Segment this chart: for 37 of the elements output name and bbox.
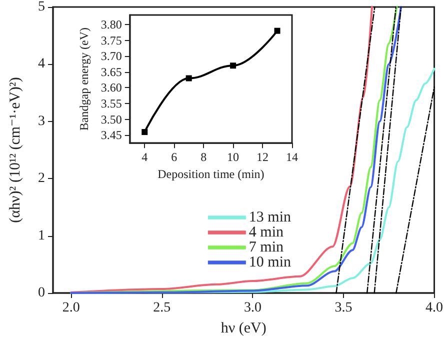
x-tick-label: 2.0 xyxy=(62,300,80,316)
y-tick-label: 5 xyxy=(38,0,45,14)
y-tick-label: 3 xyxy=(38,114,45,129)
y-tick-label: 3.80 xyxy=(100,17,122,32)
x-tick-label: 14 xyxy=(286,150,298,164)
x-tick-label: 4.0 xyxy=(426,300,443,316)
point xyxy=(186,75,192,82)
y-tick-label: 3.70 xyxy=(100,49,122,64)
x-tick-label: 3.0 xyxy=(244,300,262,316)
x-tick-label: 2.5 xyxy=(153,300,171,316)
point xyxy=(142,129,148,136)
x-tick-label: 6 xyxy=(171,150,178,164)
y-axis-title: (αhν)² (10¹² (cm⁻¹·eV)²) xyxy=(8,77,24,223)
legend-label: 7 min xyxy=(248,240,284,256)
x-tick-label: 4 xyxy=(142,150,148,164)
y-tick-label: 3.45 xyxy=(100,128,122,142)
x-tick-label: 3.5 xyxy=(334,300,352,316)
x-axis-title: Deposition time (min) xyxy=(158,167,264,181)
y-tick-label: 3.50 xyxy=(100,112,122,126)
y-tick-label: 0 xyxy=(38,286,45,300)
x-tick-label: 8 xyxy=(200,150,207,164)
y-axis-title: Bandgap energy (eV) xyxy=(77,28,91,131)
point xyxy=(230,62,236,69)
y-tick-label: 3.60 xyxy=(100,80,122,95)
legend-label: 13 min xyxy=(248,210,292,226)
x-tick-label: 10 xyxy=(227,150,240,164)
y-tick-label: 3.65 xyxy=(100,64,122,79)
y-tick-label: 4 xyxy=(38,56,45,72)
legend-label: 4 min xyxy=(248,224,284,240)
x-axis-title: hν (eV) xyxy=(220,320,266,336)
x-tick-label: 12 xyxy=(256,150,269,164)
y-tick-label: 1 xyxy=(38,228,45,244)
y-tick-label: 2 xyxy=(38,171,45,186)
point xyxy=(274,28,280,34)
legend-label: 10 min xyxy=(248,254,292,270)
y-tick-label: 3.55 xyxy=(100,96,122,111)
y-tick-label: 3.75 xyxy=(100,33,122,48)
